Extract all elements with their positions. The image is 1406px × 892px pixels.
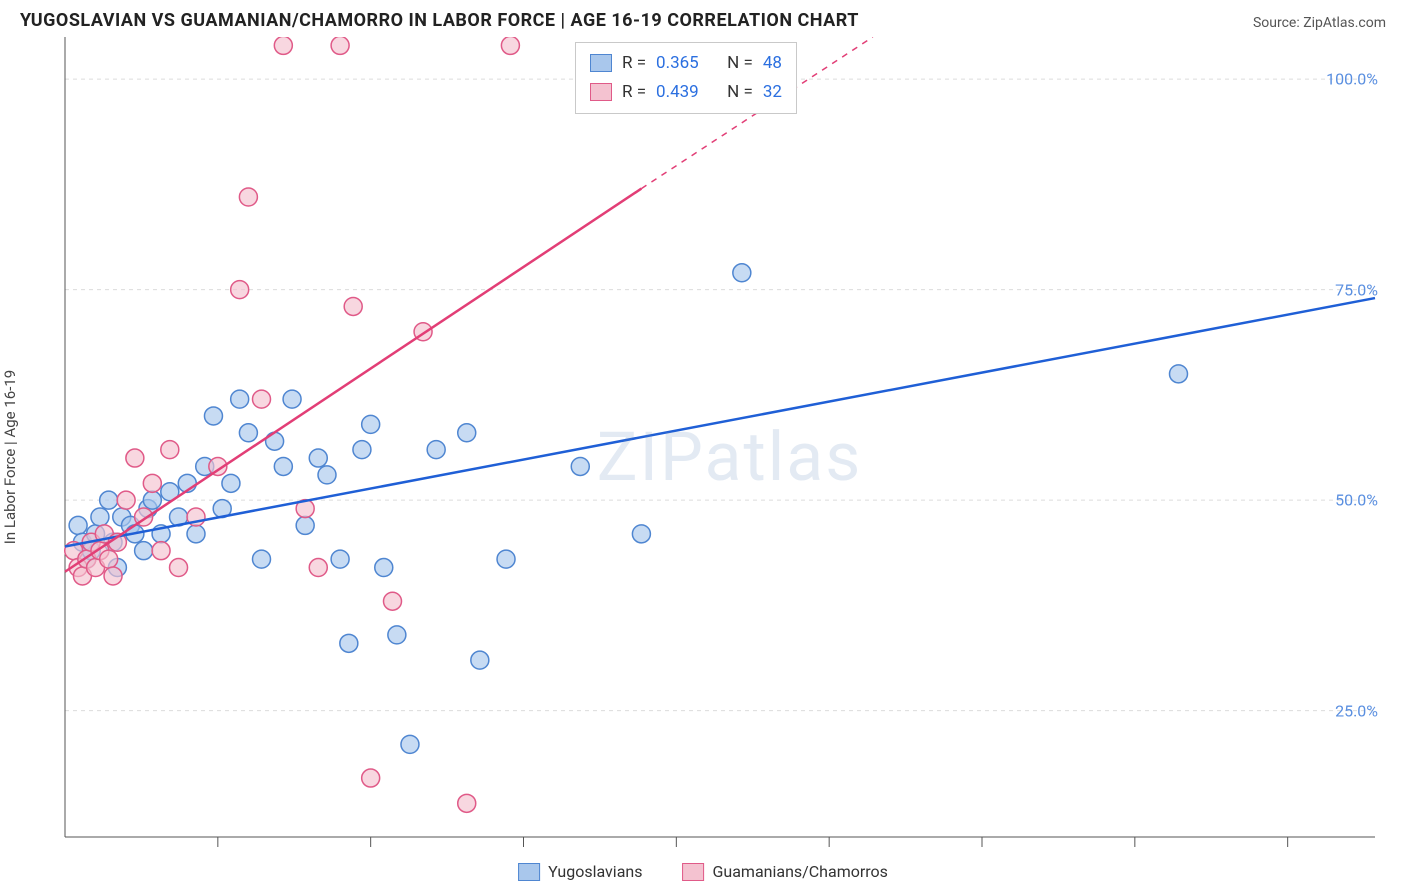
stats-r-value: 0.365 — [656, 49, 699, 78]
y-tick-label: 50.0% — [1335, 491, 1378, 510]
stats-swatch — [590, 83, 612, 101]
stats-n-label: N = — [727, 78, 753, 107]
legend-swatch — [682, 863, 704, 881]
source-prefix: Source: — [1253, 15, 1303, 31]
legend-item: Yugoslavians — [518, 862, 642, 881]
stats-row: R = 0.365 N = 48 — [590, 49, 782, 78]
chart-area: In Labor Force | Age 16-19 ZIPatlas R =0… — [20, 37, 1386, 877]
legend-swatch — [518, 863, 540, 881]
y-axis-label: In Labor Force | Age 16-19 — [1, 370, 19, 544]
stats-r-value: 0.439 — [656, 78, 699, 107]
stats-n-value: 32 — [763, 78, 782, 107]
chart-header: YUGOSLAVIAN VS GUAMANIAN/CHAMORRO IN LAB… — [0, 0, 1406, 37]
stats-swatch — [590, 54, 612, 72]
x-tick-label: 0.0% — [48, 888, 82, 892]
legend: Yugoslavians Guamanians/Chamorros — [518, 862, 888, 881]
legend-item: Guamanians/Chamorros — [682, 862, 887, 881]
y-tick-label: 100.0% — [1326, 70, 1378, 89]
stats-row: R = 0.439 N = 32 — [590, 78, 782, 107]
y-tick-label: 75.0% — [1335, 280, 1378, 299]
source-name: ZipAtlas.com — [1303, 15, 1386, 31]
y-tick-label: 25.0% — [1335, 701, 1378, 720]
chart-title: YUGOSLAVIAN VS GUAMANIAN/CHAMORRO IN LAB… — [20, 10, 859, 31]
legend-label: Guamanians/Chamorros — [712, 862, 887, 881]
stats-n-value: 48 — [763, 49, 782, 78]
scatter-plot — [20, 37, 1386, 877]
correlation-stats-box: R = 0.365 N = 48 R = 0.439 N = 32 — [575, 42, 797, 114]
source-attribution: Source: ZipAtlas.com — [1253, 15, 1386, 31]
stats-r-label: R = — [622, 78, 646, 107]
x-tick-label: 30.0% — [1354, 888, 1397, 892]
legend-label: Yugoslavians — [548, 862, 642, 881]
stats-n-label: N = — [727, 49, 753, 78]
stats-r-label: R = — [622, 49, 646, 78]
